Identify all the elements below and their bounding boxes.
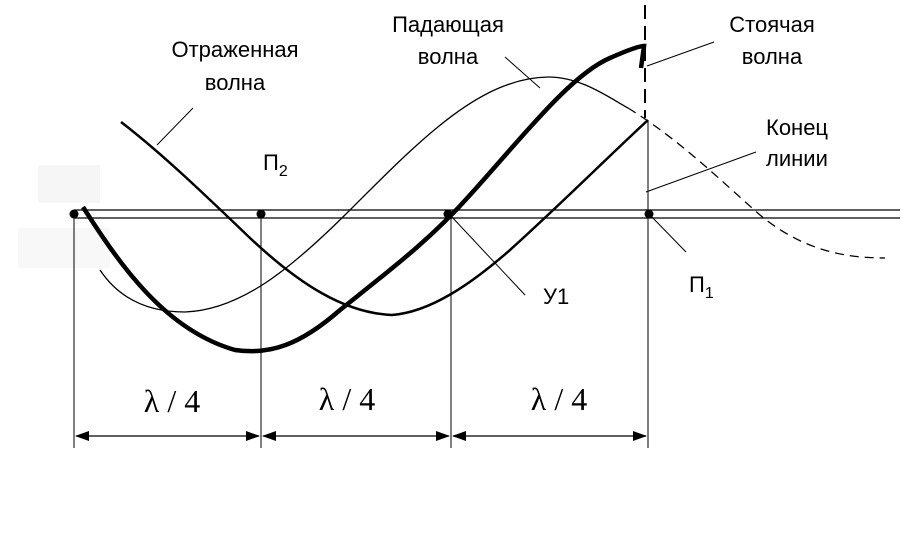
reflected-wave-label-line1: Отраженная: [171, 37, 298, 62]
line-end-label-line1: Конец: [766, 115, 828, 140]
incident-wave-label-line2: волна: [418, 44, 479, 69]
leader-node-1: [450, 215, 526, 296]
antinode-2-label-sub: 2: [279, 163, 288, 180]
leader-antinode-1: [648, 213, 687, 253]
antinode-1-label-sub: 1: [705, 285, 714, 302]
leader-reflected: [156, 107, 194, 146]
antinode-1-label-main: П: [689, 272, 705, 297]
leader-incident: [504, 56, 541, 89]
quarter-wave-label-2: λ / 4: [319, 381, 375, 417]
point-node-1: [443, 209, 453, 219]
antinode-2-label-main: П: [263, 150, 279, 175]
quarter-wave-label-3: λ / 4: [531, 381, 587, 417]
line-end-label-line2: линии: [766, 146, 828, 171]
faint-mark: [38, 165, 100, 203]
antinode-2-label: П2: [263, 150, 288, 180]
node-1-label: У1: [543, 284, 569, 309]
point-antinode-2: [256, 209, 266, 219]
incident-wave-curve: [99, 76, 629, 313]
incident-wave-dashed-continuation: [627, 107, 886, 259]
antinode-1-label: П1: [689, 272, 714, 302]
reflected-wave-curve: [120, 119, 649, 317]
standing-wave-label-line2: волна: [742, 44, 803, 69]
reflected-wave-label-line2: волна: [205, 70, 266, 95]
point-start: [69, 209, 79, 219]
quarter-wave-label-1: λ / 4: [144, 383, 200, 419]
incident-wave-label-line1: Падающая: [392, 12, 504, 37]
faint-mark: [18, 228, 110, 268]
leader-standing: [646, 41, 715, 67]
standing-wave-curve: [81, 43, 647, 354]
standing-wave-label-line1: Стоячая: [729, 12, 814, 37]
leader-end: [645, 151, 757, 193]
